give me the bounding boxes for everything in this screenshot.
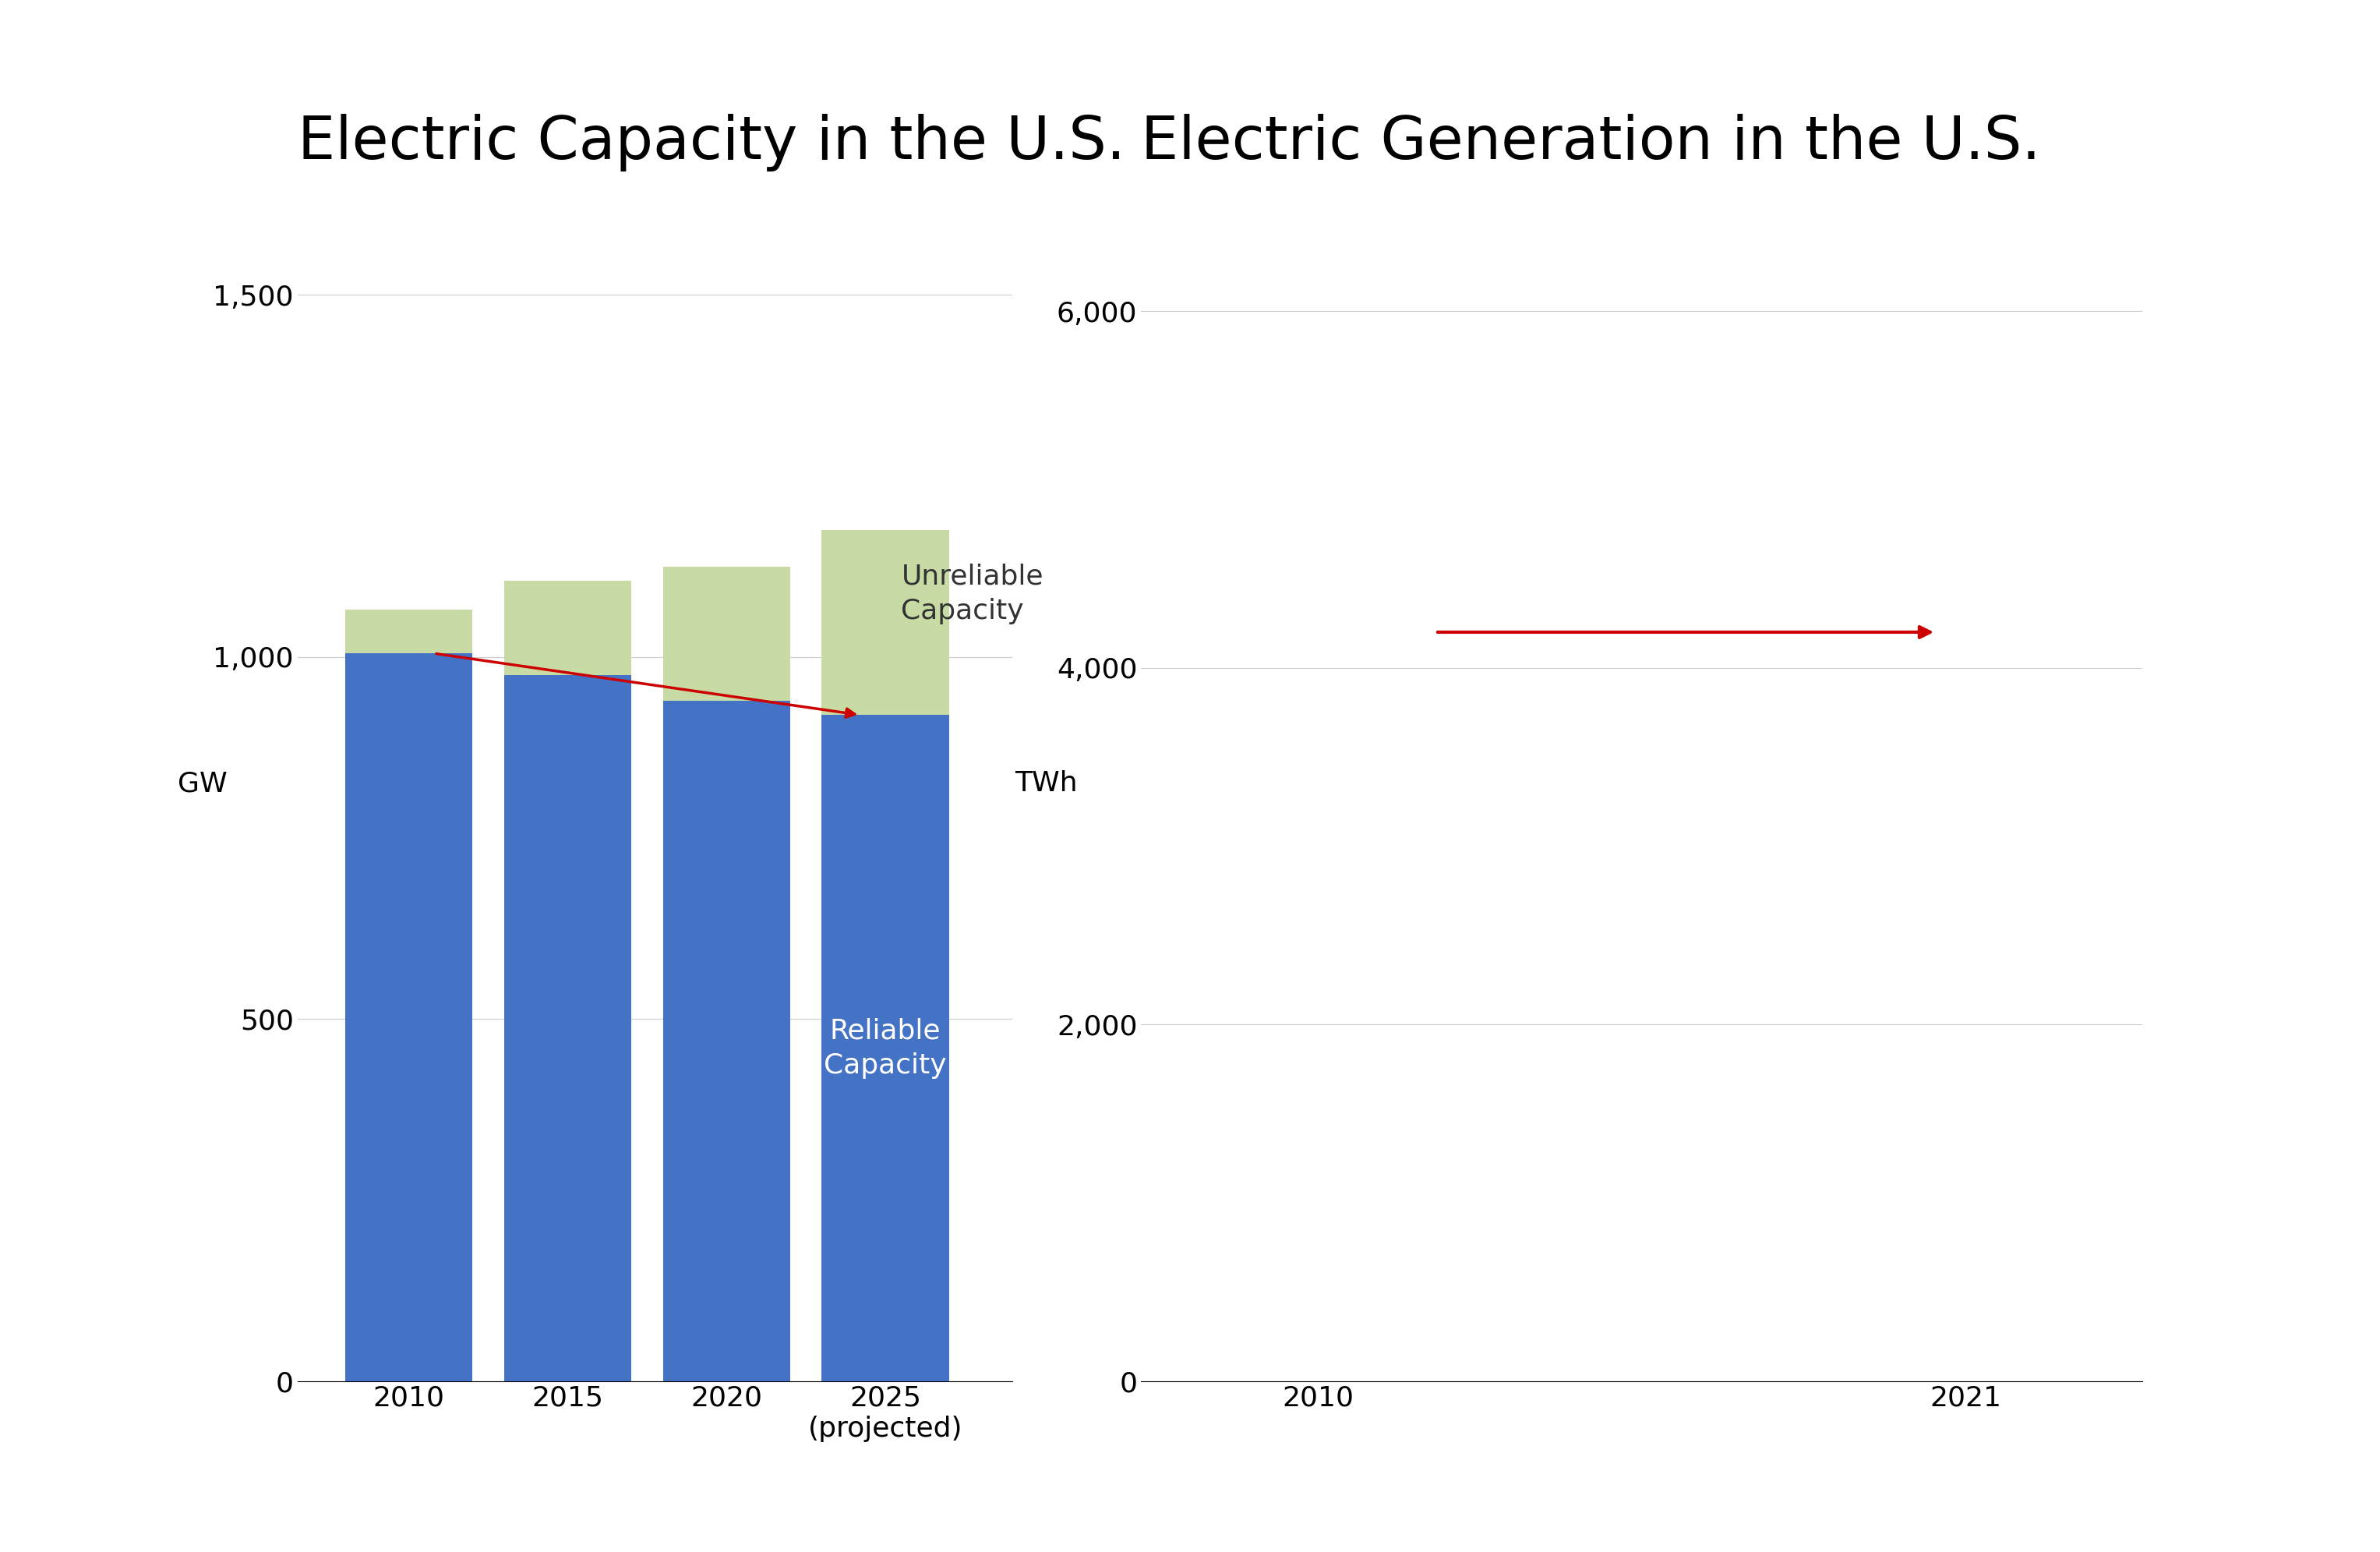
Bar [664, 566, 790, 700]
Bar [664, 700, 790, 1381]
Text: Unreliable
Capacity: Unreliable Capacity [902, 563, 1042, 624]
Bar [505, 580, 631, 675]
Y-axis label: GW: GW [178, 770, 226, 798]
Text: Electric Generation in the U.S.: Electric Generation in the U.S. [1140, 113, 2042, 172]
Bar [821, 715, 950, 1381]
Bar [345, 610, 471, 653]
Bar [345, 653, 471, 1381]
Text: Reliable
Capacity: Reliable Capacity [823, 1018, 947, 1079]
Bar [821, 531, 950, 715]
Text: Electric Capacity in the U.S.: Electric Capacity in the U.S. [298, 113, 1126, 172]
Y-axis label: TWh: TWh [1014, 770, 1078, 798]
Bar [505, 675, 631, 1381]
